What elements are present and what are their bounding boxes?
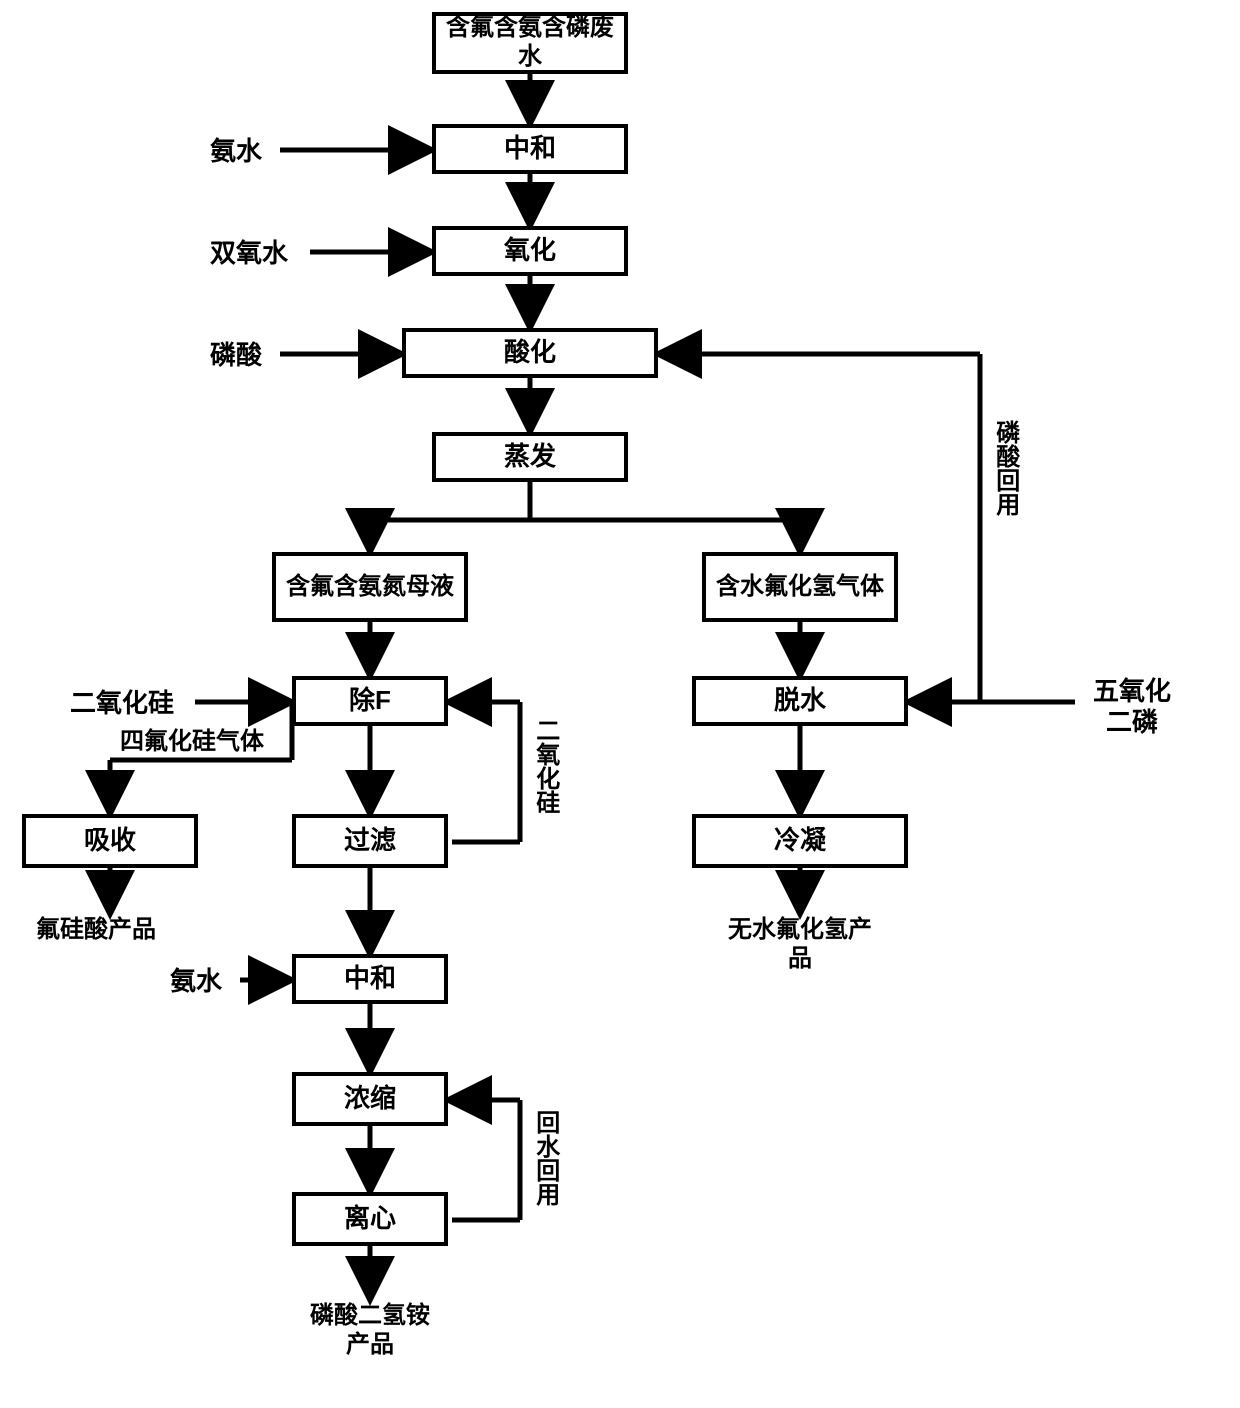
label-phosphoric-acid: 磷酸	[210, 340, 262, 371]
box-mother-liquor: 含氟含氨氮母液	[272, 552, 468, 622]
box-neutralize2: 中和	[292, 954, 448, 1004]
box-absorb: 吸收	[22, 814, 198, 868]
label-map-product: 磷酸二氢铵产品	[300, 1302, 440, 1360]
box-hf-gas: 含水氟化氢气体	[702, 552, 898, 622]
box-evaporate: 蒸发	[432, 432, 628, 482]
box-centrifuge: 离心	[292, 1192, 448, 1246]
box-filter: 过滤	[292, 814, 448, 868]
flowchart-connectors	[0, 0, 1240, 1408]
box-neutralize1: 中和	[432, 124, 628, 174]
label-silica: 二氧化硅	[70, 688, 174, 719]
label-phosphoric-reuse: 磷酸回用	[990, 420, 1019, 516]
box-acidify: 酸化	[402, 328, 658, 378]
label-p2o5: 五氧化二磷	[1082, 676, 1182, 738]
box-concentrate: 浓缩	[292, 1072, 448, 1126]
label-silica-reuse: 二氧化硅	[530, 718, 559, 814]
label-ammonia1: 氨水	[210, 136, 262, 167]
label-peroxide: 双氧水	[210, 238, 288, 269]
label-water-reuse: 回水回用	[530, 1110, 559, 1206]
label-anhydrous-hf: 无水氟化氢产品	[720, 916, 880, 974]
box-source: 含氟含氨含磷废水	[432, 12, 628, 74]
label-ammonia2: 氨水	[170, 966, 222, 997]
box-remove-f: 除F	[292, 676, 448, 726]
label-fluorosilicic: 氟硅酸产品	[36, 916, 156, 945]
label-sif4: 四氟化硅气体	[120, 728, 264, 757]
box-condense: 冷凝	[692, 814, 908, 868]
box-dehydrate: 脱水	[692, 676, 908, 726]
box-oxidize: 氧化	[432, 226, 628, 276]
